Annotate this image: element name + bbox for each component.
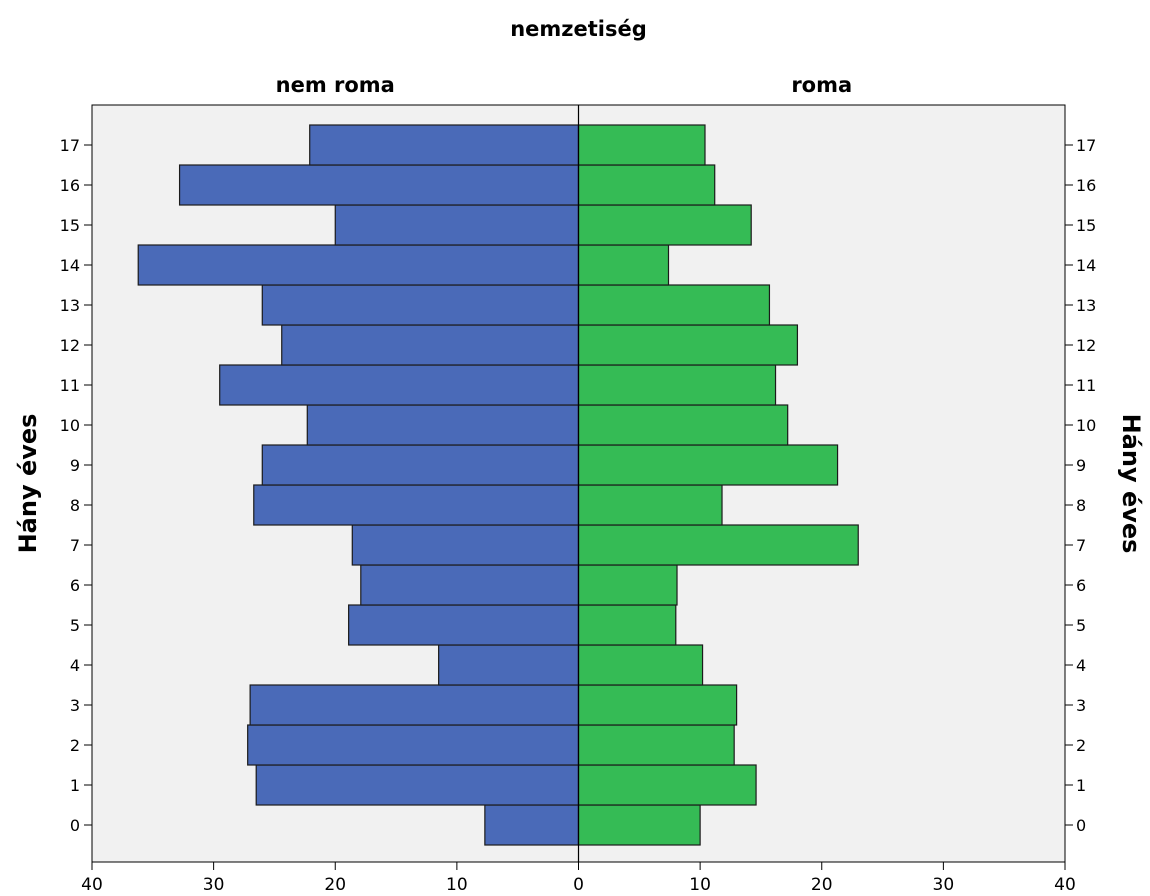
y-tick-label-left: 6	[70, 576, 80, 595]
y-tick-label-left: 9	[70, 456, 80, 475]
bar-roma-7	[577, 524, 859, 566]
bar-nem-roma-8	[253, 484, 580, 526]
bar-nem-roma-12	[281, 324, 580, 366]
bar-roma-17	[577, 124, 706, 166]
y-tick-label-right: 2	[1076, 736, 1086, 755]
bar-nem-roma-7	[351, 524, 580, 566]
bar-nem-roma-1	[255, 764, 580, 806]
bar-nem-roma-6	[360, 564, 580, 606]
x-tick-label: 20	[324, 875, 346, 895]
y-axis-label-left: Hány éves	[14, 414, 42, 554]
y-tick-label-left: 17	[60, 136, 80, 155]
y-tick-label-right: 0	[1076, 816, 1086, 835]
bar-roma-15	[577, 204, 752, 246]
y-axis-label-right: Hány éves	[1117, 414, 1145, 554]
y-tick-label-left: 13	[60, 296, 80, 315]
bar-nem-roma-13	[261, 284, 580, 326]
bar-roma-2	[577, 724, 735, 766]
bar-roma-3	[577, 684, 738, 726]
x-tick-label: 20	[811, 875, 833, 895]
y-tick-label-left: 7	[70, 536, 80, 555]
bar-nem-roma-9	[261, 444, 580, 486]
y-tick-label-left: 1	[70, 776, 80, 795]
bar-nem-roma-3	[249, 684, 580, 726]
y-tick-label-right: 12	[1076, 336, 1096, 355]
bar-roma-13	[577, 284, 771, 326]
y-tick-label-right: 1	[1076, 776, 1086, 795]
y-tick-label-right: 3	[1076, 696, 1086, 715]
y-tick-label-left: 11	[60, 376, 80, 395]
y-tick-label-right: 4	[1076, 656, 1086, 675]
x-tick-label: 30	[203, 875, 225, 895]
y-tick-label-right: 14	[1076, 256, 1096, 275]
y-tick-label-left: 5	[70, 616, 80, 635]
y-tick-label-right: 13	[1076, 296, 1096, 315]
bar-roma-12	[577, 324, 799, 366]
y-tick-label-left: 16	[60, 176, 80, 195]
y-tick-label-right: 16	[1076, 176, 1096, 195]
x-tick-label: 10	[689, 875, 711, 895]
x-tick-label: 0	[573, 875, 584, 895]
y-tick-label-left: 10	[60, 416, 80, 435]
bar-roma-8	[577, 484, 723, 526]
bar-roma-11	[577, 364, 777, 406]
bar-roma-0	[577, 804, 701, 846]
bar-nem-roma-14	[137, 244, 580, 286]
bar-nem-roma-10	[306, 404, 580, 446]
y-tick-label-left: 8	[70, 496, 80, 515]
bar-nem-roma-0	[484, 804, 580, 846]
y-tick-label-left: 4	[70, 656, 80, 675]
y-tick-label-right: 11	[1076, 376, 1096, 395]
y-tick-label-right: 9	[1076, 456, 1086, 475]
bar-roma-1	[577, 764, 757, 806]
panel-label-roma: roma	[791, 73, 852, 97]
y-tick-label-right: 15	[1076, 216, 1096, 235]
bar-nem-roma-15	[334, 204, 580, 246]
bar-nem-roma-11	[219, 364, 580, 406]
bar-roma-5	[577, 604, 677, 646]
y-tick-label-left: 2	[70, 736, 80, 755]
x-tick-label: 10	[446, 875, 468, 895]
y-tick-label-left: 0	[70, 816, 80, 835]
bar-roma-14	[577, 244, 670, 286]
bar-roma-9	[577, 444, 839, 486]
chart-title: nemzetiség	[510, 17, 647, 41]
bar-roma-6	[577, 564, 678, 606]
x-tick-label: 30	[933, 875, 955, 895]
bar-nem-roma-5	[348, 604, 580, 646]
y-tick-label-right: 17	[1076, 136, 1096, 155]
y-tick-label-right: 10	[1076, 416, 1096, 435]
bar-roma-10	[577, 404, 789, 446]
y-tick-label-left: 15	[60, 216, 80, 235]
y-tick-label-left: 12	[60, 336, 80, 355]
y-tick-label-right: 7	[1076, 536, 1086, 555]
x-tick-label: 40	[1054, 875, 1076, 895]
y-tick-label-right: 8	[1076, 496, 1086, 515]
bar-nem-roma-2	[247, 724, 580, 766]
bar-roma-4	[577, 644, 704, 686]
x-tick-label: 40	[81, 875, 103, 895]
panel-label-nem-roma: nem roma	[276, 73, 395, 97]
bar-nem-roma-4	[438, 644, 580, 686]
bar-roma-16	[577, 164, 716, 206]
bar-nem-roma-16	[178, 164, 580, 206]
bar-nem-roma-17	[309, 124, 580, 166]
y-tick-label-right: 5	[1076, 616, 1086, 635]
y-tick-label-right: 6	[1076, 576, 1086, 595]
y-tick-label-left: 3	[70, 696, 80, 715]
y-tick-label-left: 14	[60, 256, 80, 275]
